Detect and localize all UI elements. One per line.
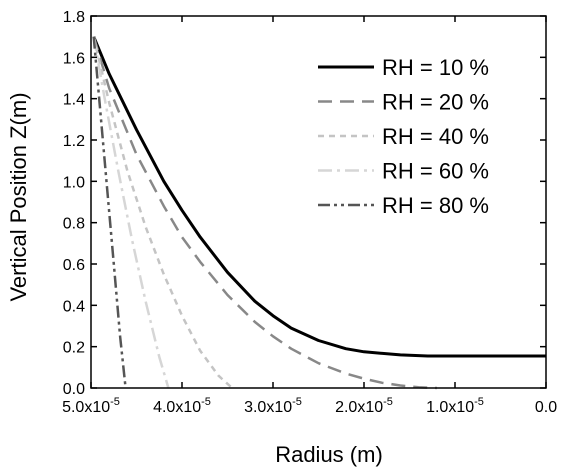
legend-label-rh-20: RH = 20 %: [382, 90, 489, 115]
axes: 0.0 0.2 0.4 0.6 0.8 1.0 1.2 1.4 1.6 1.8 5.0x10-5 4.…: [62, 9, 557, 416]
series-line-rh-40: [92, 36, 233, 389]
y-tick-label: 1.2: [63, 133, 85, 150]
x-tick-label: 3.0x10-5: [244, 396, 302, 416]
x-tick-label: 2.0x10-5: [335, 396, 393, 416]
y-tick-label: 0.8: [63, 216, 85, 233]
y-tick-label: 0.0: [63, 381, 85, 398]
x-tick-label: 1.0x10-5: [426, 396, 484, 416]
y-tick-label: 0.4: [63, 298, 85, 315]
y-tick-label: 1.6: [63, 50, 85, 67]
y-axis-title: Vertical Position Z(m): [6, 92, 31, 301]
legend: RH = 10 % RH = 20 % RH = 40 % RH = 60 % RH =…: [318, 55, 489, 218]
series-line-rh-60: [92, 36, 170, 389]
x-tick-label: 4.0x10-5: [153, 396, 211, 416]
legend-label-rh-60: RH = 60 %: [382, 159, 489, 184]
y-tick-label: 0.6: [63, 257, 85, 274]
x-tick-label: 0.0: [535, 399, 557, 416]
legend-label-rh-10: RH = 10 %: [382, 55, 489, 80]
y-tick-label: 0.2: [63, 340, 85, 357]
legend-label-rh-80: RH = 80 %: [382, 193, 489, 218]
x-tick-label: 5.0x10-5: [62, 396, 120, 416]
series-line-rh-10: [92, 36, 546, 358]
series-line-rh-80: [92, 36, 127, 389]
legend-label-rh-40: RH = 40 %: [382, 124, 489, 149]
series-line-rh-20: [92, 36, 437, 390]
y-tick-label: 1.4: [63, 92, 85, 109]
x-axis-title: Radius (m): [275, 442, 383, 467]
plot-frame: [90, 15, 547, 389]
y-tick-label: 1.0: [63, 174, 85, 191]
plot-lines: [92, 36, 546, 390]
y-tick-label: 1.8: [63, 9, 85, 26]
